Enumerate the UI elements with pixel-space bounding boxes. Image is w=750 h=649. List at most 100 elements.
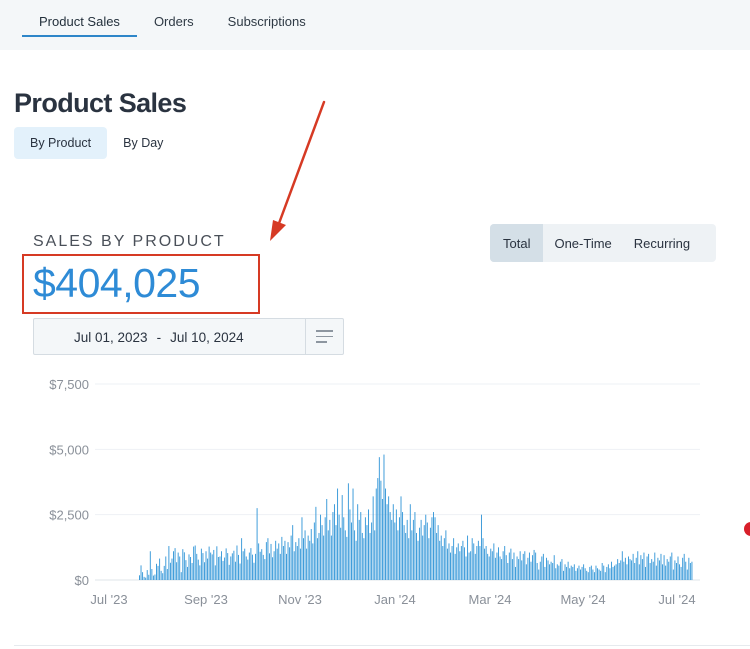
chart-bar bbox=[301, 517, 303, 580]
chart-bar bbox=[182, 549, 184, 580]
chart-bar bbox=[299, 548, 301, 580]
chart-bar bbox=[242, 551, 244, 580]
hamburger-icon[interactable] bbox=[305, 319, 343, 354]
chart-bar bbox=[179, 556, 181, 580]
chart-bar bbox=[570, 565, 572, 580]
chart-bar bbox=[649, 563, 651, 580]
chart-bar bbox=[338, 514, 340, 580]
chart-bar bbox=[165, 556, 167, 580]
chart-bar bbox=[675, 563, 677, 580]
chart-bar bbox=[542, 553, 544, 580]
chart-bar bbox=[462, 540, 464, 580]
chart-bar bbox=[139, 575, 140, 580]
chart-bar bbox=[479, 546, 481, 580]
chart-bar bbox=[216, 546, 218, 580]
tab-subscriptions[interactable]: Subscriptions bbox=[227, 14, 306, 29]
chart-bar bbox=[434, 517, 436, 580]
filter-recurring-button[interactable]: Recurring bbox=[633, 236, 691, 251]
chart-bar bbox=[620, 560, 622, 580]
chart-bar bbox=[576, 568, 578, 580]
chart-bar bbox=[196, 553, 198, 580]
chart-bar bbox=[516, 556, 518, 580]
chart-bar bbox=[648, 553, 650, 580]
end-date: Jul 10, 2024 bbox=[170, 330, 244, 345]
chart-bar bbox=[485, 546, 487, 580]
chart-bar bbox=[392, 504, 394, 580]
chart-bar bbox=[217, 557, 219, 580]
chart-bar bbox=[169, 562, 171, 580]
chart-bar bbox=[381, 498, 383, 580]
chart-bar bbox=[556, 564, 558, 580]
chart-bar bbox=[142, 572, 144, 580]
chart-bar bbox=[592, 569, 594, 580]
chart-bar bbox=[394, 522, 396, 580]
chart-bar bbox=[262, 554, 264, 580]
chart-bar bbox=[522, 553, 524, 580]
y-axis-ticks: $7,500 $5,000 $2,500 $0 bbox=[49, 377, 89, 588]
chart-bar bbox=[329, 519, 331, 580]
chart-bar bbox=[233, 550, 235, 580]
chart-bar bbox=[327, 530, 329, 580]
chart-bar bbox=[651, 559, 653, 580]
chart-bar bbox=[375, 488, 377, 580]
chart-bar bbox=[406, 519, 408, 580]
chart-bar bbox=[177, 552, 179, 580]
chart-bar bbox=[662, 564, 664, 580]
chart-bar bbox=[159, 558, 161, 580]
chart-bar bbox=[672, 569, 674, 580]
chart-bar bbox=[573, 564, 575, 580]
chart-bar bbox=[143, 576, 145, 580]
chart-bar bbox=[168, 546, 170, 580]
chart-bar bbox=[555, 568, 557, 580]
tab-product-sales[interactable]: Product Sales bbox=[22, 0, 137, 50]
chart-bar bbox=[436, 532, 438, 580]
tab-by-product[interactable]: By Product bbox=[14, 127, 108, 159]
chart-bar bbox=[604, 572, 606, 580]
chart-bar bbox=[607, 564, 609, 580]
chart-bar bbox=[578, 565, 580, 580]
chart-bar bbox=[347, 483, 349, 580]
chart-bar bbox=[467, 535, 469, 580]
filter-one-time-button[interactable]: One-Time bbox=[554, 236, 612, 251]
date-separator: - bbox=[156, 330, 162, 345]
chart-bar bbox=[213, 549, 215, 580]
chart-bar bbox=[603, 565, 605, 580]
chart-bar bbox=[292, 525, 294, 580]
chart-bar bbox=[525, 564, 527, 580]
chart-bar bbox=[450, 552, 451, 580]
chart-bar bbox=[631, 560, 633, 580]
chart-bar bbox=[397, 530, 399, 580]
chart-bar bbox=[484, 548, 486, 580]
chart-bar bbox=[544, 566, 546, 580]
chart-bar bbox=[385, 488, 387, 580]
chart-bar bbox=[200, 548, 202, 580]
chart-bar bbox=[333, 504, 335, 580]
chart-bar bbox=[545, 557, 547, 580]
chart-bar bbox=[320, 514, 322, 580]
filter-total-button[interactable]: Total bbox=[490, 224, 544, 262]
chart-bar bbox=[677, 556, 679, 580]
chart-bar bbox=[477, 540, 479, 580]
chart-bar bbox=[388, 496, 390, 580]
chart-bar bbox=[491, 551, 493, 580]
tab-by-day[interactable]: By Day bbox=[123, 136, 164, 150]
date-range-input[interactable]: Jul 01, 2023- Jul 10, 2024 bbox=[74, 330, 244, 345]
sales-type-filter: Total One-Time Recurring bbox=[490, 224, 716, 262]
chart-bar bbox=[524, 551, 526, 580]
top-bar: Product Sales Orders Subscriptions bbox=[0, 0, 750, 50]
chart-bar bbox=[230, 556, 232, 580]
chart-bar bbox=[261, 549, 263, 580]
tab-orders[interactable]: Orders bbox=[153, 14, 194, 29]
chart-bar bbox=[273, 551, 275, 580]
chart-bar bbox=[349, 509, 351, 580]
chart-bar bbox=[541, 556, 543, 580]
chart-bar bbox=[346, 536, 348, 580]
chart-bar bbox=[638, 564, 640, 580]
chart-bar bbox=[409, 504, 411, 580]
y-tick-label: $5,000 bbox=[49, 442, 89, 457]
chart-bar bbox=[629, 559, 631, 580]
chart-bar bbox=[572, 566, 574, 580]
chart-bar bbox=[203, 562, 205, 580]
chart-bar bbox=[533, 549, 535, 580]
chart-bar bbox=[473, 543, 475, 580]
